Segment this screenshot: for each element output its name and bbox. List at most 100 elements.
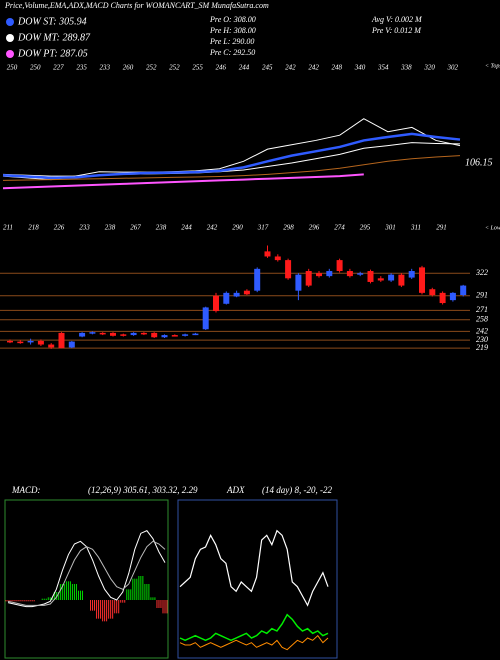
candle-body [285,260,292,279]
top-label: 252 [146,64,157,72]
top-label: 250 [7,64,18,72]
legend-text: DOW PT: 287.05 [17,48,88,59]
candle-body [17,341,24,344]
legend-text: DOW ST: 305.94 [17,16,87,27]
info-text: Pre O: 308.00 [209,15,256,24]
candle-body [68,341,75,348]
candle-body [161,335,168,338]
low-label: 317 [257,224,269,232]
top-label: 354 [377,64,389,72]
macd-line [7,530,166,608]
candle-body [110,332,116,336]
top-label: 252 [169,64,180,72]
candle-body [449,292,456,301]
candle-body [408,271,415,278]
ema-line [2,142,461,177]
candle-body [48,344,55,348]
candle-body [326,271,333,277]
level-label: 291 [476,291,488,300]
adx-params: (14 day) 8, -20, -22 [262,485,332,495]
top-label: 235 [76,64,87,72]
legend-swatch [6,50,14,58]
candle-body [202,307,209,330]
candle-body [213,295,219,312]
macd-params: (12,26,9) 305.61, 303.32, 2.29 [88,485,198,495]
low-label: 311 [410,224,421,232]
candle-body [274,256,281,261]
top-label: 250 [30,64,41,72]
info-text: Pre V: 0.012 M [371,26,422,35]
top-label: 302 [447,64,459,72]
candle-body [233,292,240,297]
info-text: Pre C: 292.50 [209,48,255,57]
candle-body [377,278,384,281]
candle-body [89,332,96,334]
candle-body [182,334,189,336]
candle-body [254,268,261,291]
low-label: 238 [156,224,167,232]
low-label: 296 [309,224,320,232]
legend-swatch [6,18,14,26]
level-label: 219 [476,343,488,352]
candle-body [295,274,302,291]
level-label: 322 [475,268,488,277]
candle-body [99,332,106,335]
plus-di-line [179,613,329,642]
candle-body [439,292,446,304]
candle-body [398,274,405,286]
info-text: Pre L: 290.00 [209,37,254,46]
candle-body [192,333,199,336]
ema-line [2,155,461,181]
candle-body [223,292,230,304]
info-text: Avg V: 0.002 M [371,15,423,24]
low-label: 267 [130,224,141,232]
candle-body [27,340,34,343]
level-label: 242 [476,326,488,335]
legend-swatch [6,34,14,42]
ema-line [2,173,364,190]
top-label: 260 [123,64,134,72]
low-label: 291 [436,224,447,232]
low-label: 274 [334,224,345,232]
candle-body [7,340,13,343]
low-label: 233 [79,224,90,232]
low-label: 226 [54,224,65,232]
candle-body [305,271,312,286]
adx-label: ADX [226,485,245,495]
top-label: 242 [308,64,319,72]
top-label: 245 [262,64,273,72]
macd-frame [4,499,169,659]
candle-body [243,290,250,295]
top-label: 338 [400,64,412,72]
macd-label: MACD: [11,485,41,495]
candle-body [367,271,374,282]
candle-body [429,289,436,296]
candle-body [140,332,147,335]
top-label: 320 [423,64,435,72]
candle-body [264,251,271,257]
adx-frame [177,499,338,659]
page-title: Price,Volume,EMA,ADX,MACD Charts for WOM… [4,1,269,10]
adx-line [179,529,329,607]
low-label: 290 [232,224,243,232]
candle-body [316,273,322,277]
candle-body [346,271,353,277]
top-label: 340 [354,64,366,72]
ema-annotation: 106.15 [465,157,493,168]
top-label: 227 [53,64,64,72]
ema-line [2,132,461,180]
level-label: 230 [476,335,488,344]
legend-text: DOW MT: 289.87 [17,32,91,43]
top-label: 242 [285,64,296,72]
candle-body [419,267,425,293]
candle-body [151,332,158,338]
top-label: 246 [216,64,227,72]
low-label: 211 [3,224,13,232]
candle-body [460,285,467,296]
candle-body [357,273,364,275]
info-text: Pre H: 308.00 [209,26,256,35]
candle-body [130,332,137,336]
level-label: 271 [476,305,488,314]
lows-label: < Lows [485,225,500,231]
